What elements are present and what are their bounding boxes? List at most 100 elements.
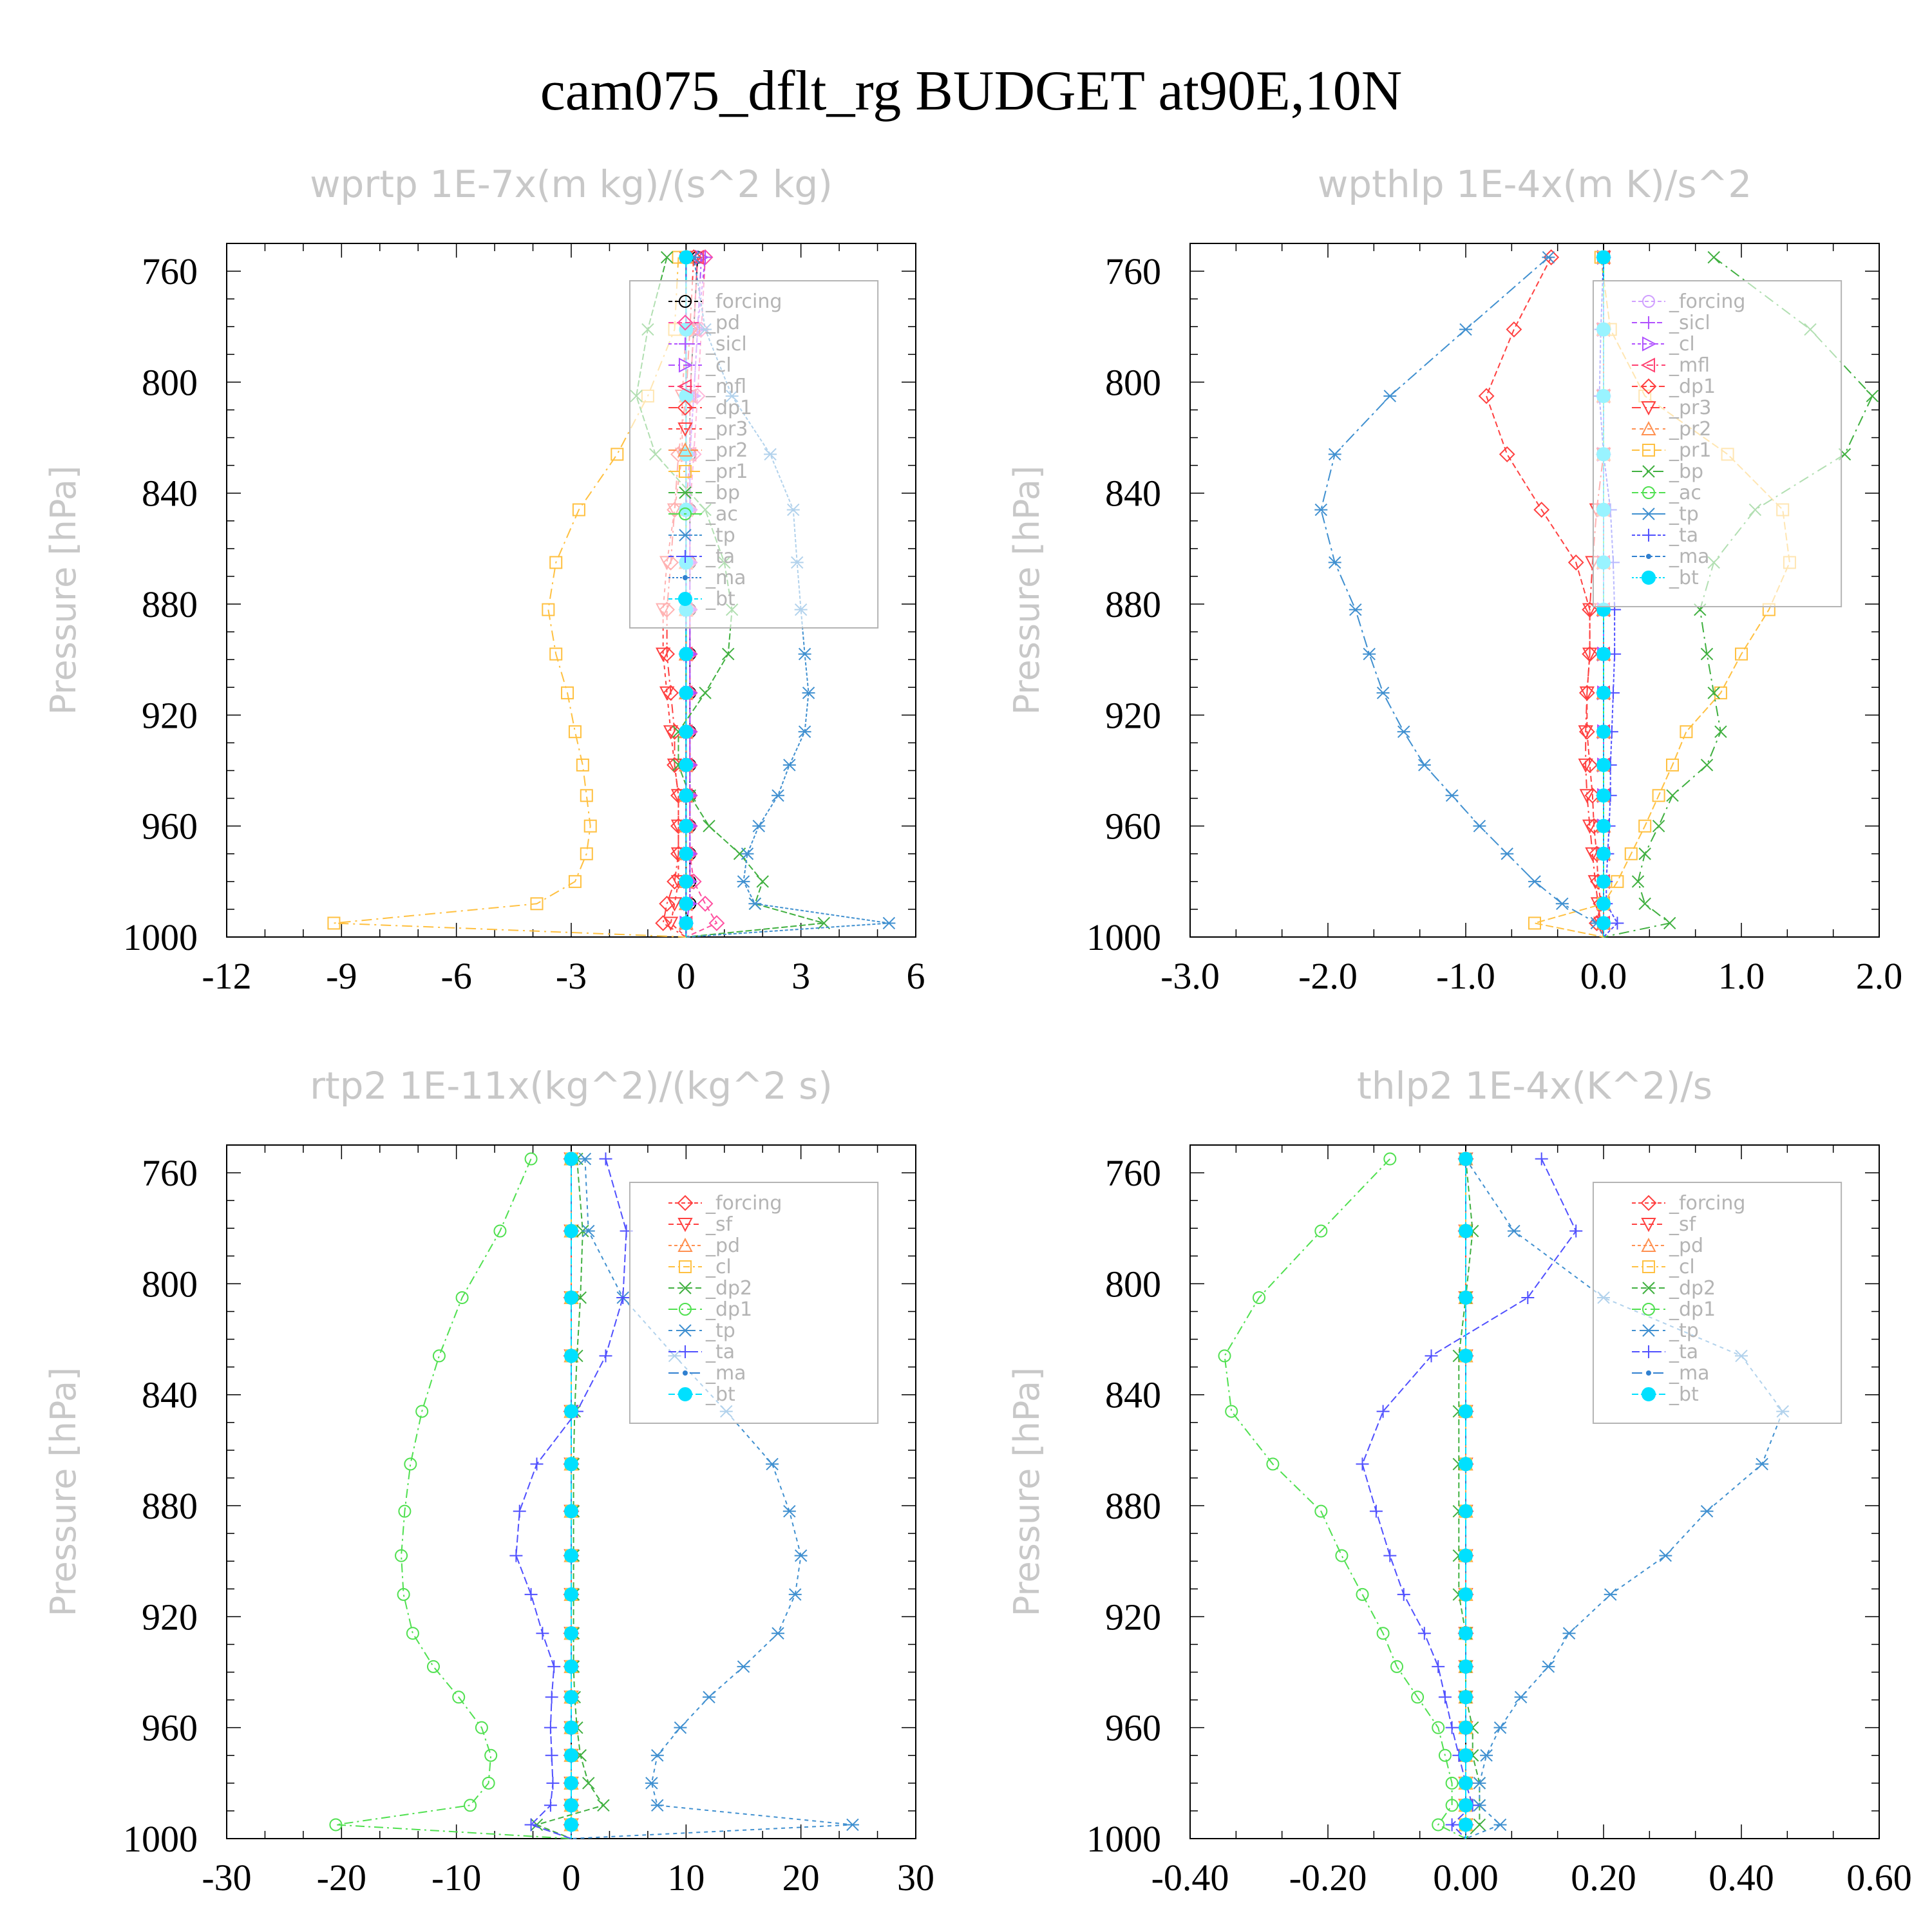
x-tick-label: 0.40 [1709,1857,1774,1899]
data-point [1459,323,1472,336]
panel-2: wpthlp 1E-4x(m K)/s^2 Pressure [hPa] 760 80… [1007,162,1902,997]
data-point [530,1457,544,1471]
legend: _forcing_sicl_cl_mfl_dp1_pr3_pr2_pr1_bp_… [1592,280,1842,607]
data-point [703,1690,715,1703]
legend: _forcing_sf_pd_cl_dp2_dp1_tp_ta_ma_bt [1592,1182,1842,1424]
data-point [1473,1818,1486,1832]
data-point [564,1290,578,1305]
legend-label: _cl [1669,333,1695,355]
legend-label: _tp [1669,503,1699,526]
data-point [1328,448,1341,461]
legend-label: _pd [1669,1235,1703,1257]
legend-label: _mfl [1669,354,1710,377]
legend-label: _pd [705,1235,740,1257]
data-point [798,647,811,661]
data-point [788,1588,802,1601]
data-point [524,1152,538,1166]
data-point [580,789,593,802]
legend-label: _tp [1669,1320,1699,1342]
legend-box [1592,1182,1842,1424]
data-point [1459,1349,1473,1363]
data-point [1596,916,1611,931]
data-point [1700,1504,1714,1518]
y-tick-label: 880 [1105,1485,1161,1527]
data-point [1596,896,1611,911]
data-point [1596,724,1611,739]
data-point [679,819,694,833]
data-point [1225,1405,1238,1418]
legend-marker [1642,1260,1655,1273]
legend-marker [1642,336,1657,352]
legend-marker [678,507,692,520]
data-point [1596,819,1611,833]
data-point [1335,1549,1349,1562]
data-point [564,1504,578,1519]
legend: _forcing_sf_pd_cl_dp2_dp1_tp_ta_ma_bt [629,1182,879,1424]
data-point [1356,1587,1369,1601]
data-point [1659,1549,1672,1562]
data-point [1521,1291,1535,1304]
legend-label: _bp [1669,460,1703,483]
data-point [561,686,574,699]
data-point [1680,725,1693,739]
legend: _forcing_pd_sicl_cl_mfl_dp1_pr3_pr2_pr1_… [629,280,879,629]
data-point [1376,687,1390,699]
legend-label: _dp1 [705,1298,752,1321]
data-point [679,757,694,772]
data-point [329,1818,343,1832]
data-point [752,819,766,833]
data-point [679,724,694,739]
data-point [1459,1290,1473,1305]
legend-marker [677,592,692,606]
data-point [1438,1748,1452,1762]
data-point [564,1151,578,1166]
y-tick-label: 800 [142,1263,198,1305]
x-tick-label: 10 [667,1857,705,1899]
legend-label: _bp [705,482,740,504]
data-point [1478,388,1495,404]
legend-label: _dp1 [705,397,752,419]
series-line [1320,256,1604,938]
data-point [583,819,597,833]
data-point [1432,1818,1445,1832]
data-point [697,249,714,265]
data-point [564,1587,578,1602]
data-point [679,896,694,911]
x-tick-label: -20 [317,1857,366,1899]
data-point [772,789,784,802]
data-point [1432,1721,1445,1734]
data-point [1611,916,1624,930]
data-point [1459,1798,1473,1813]
x-tick-label: -9 [326,955,357,997]
data-point [576,758,589,772]
data-point [1328,556,1341,569]
data-point [564,1748,578,1763]
legend-marker [1642,1345,1655,1358]
data-point [564,1798,578,1813]
data-point [1499,446,1515,462]
data-point [406,1627,419,1640]
y-axis-label: Pressure [hPa] [1007,466,1047,715]
legend-marker [677,314,694,331]
legend-label: _dp2 [1669,1277,1716,1300]
y-tick-label: 880 [142,1485,198,1527]
data-point [549,647,563,661]
legend-label: _dp1 [1669,375,1716,398]
x-tick-label: 0.0 [1580,955,1627,997]
data-point [542,603,555,616]
legend-marker [1641,571,1656,585]
data-point [564,1720,578,1735]
legend-marker [677,379,692,394]
legend-label: _ma [705,567,746,589]
y-tick-label: 840 [142,1374,198,1416]
data-point [1596,874,1611,889]
series-line [336,1159,572,1839]
data-point [1493,1818,1507,1832]
y-tick-label: 1000 [123,916,198,958]
data-point [1253,1291,1265,1304]
x-tick-label: -2.0 [1298,955,1358,997]
x-tick-label: 0.20 [1571,1857,1636,1899]
legend-marker [678,465,692,478]
data-point [663,725,679,740]
data-point [1493,1721,1507,1734]
